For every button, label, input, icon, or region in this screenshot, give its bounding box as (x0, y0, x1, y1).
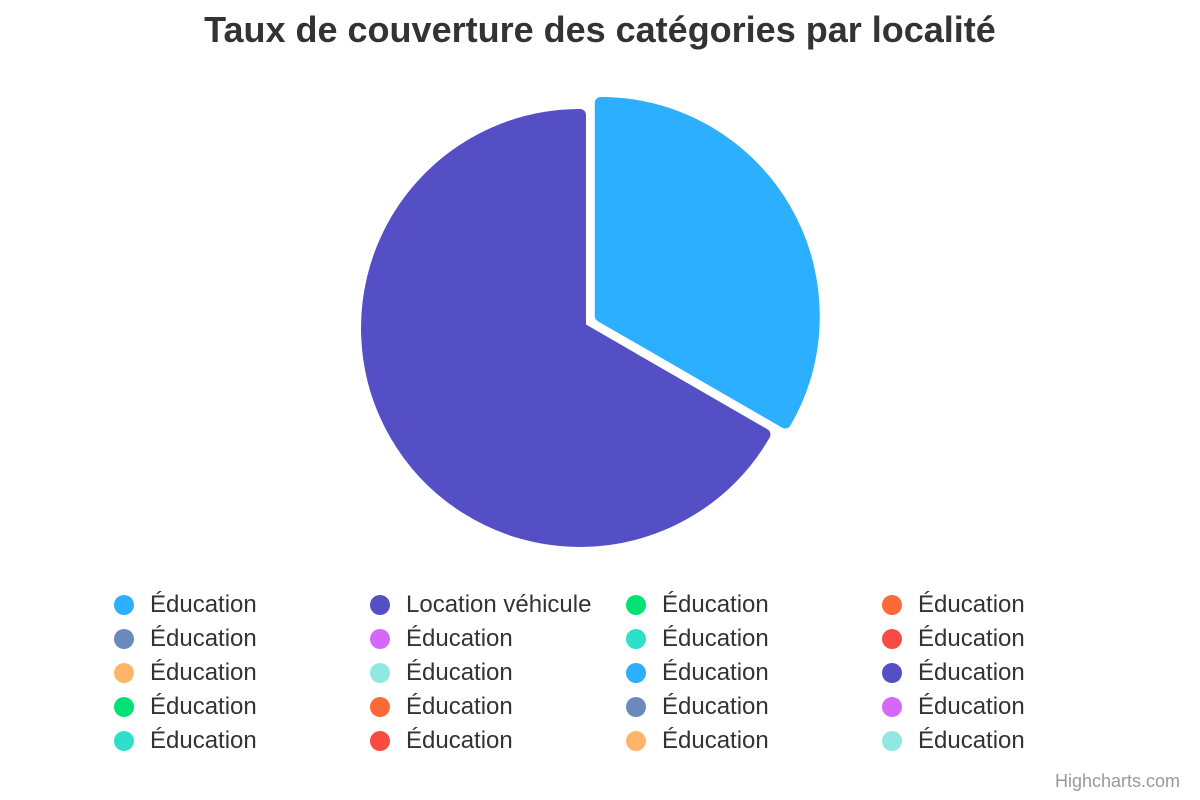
legend-label: Éducation (406, 659, 513, 686)
legend-label: Éducation (918, 659, 1025, 686)
legend-item[interactable]: Éducation (366, 690, 622, 724)
legend-label: Éducation (662, 659, 769, 686)
legend-label: Éducation (662, 625, 769, 652)
legend-symbol-icon (882, 731, 902, 751)
chart-legend: Éducation Éducation Éducation Éducation Éduc… (110, 588, 1134, 758)
legend-symbol-icon (370, 697, 390, 717)
legend-label: Éducation (662, 727, 769, 754)
legend-item[interactable]: Éducation (366, 622, 622, 656)
legend-symbol-icon (114, 595, 134, 615)
legend-item[interactable]: Éducation (366, 724, 622, 758)
legend-label: Éducation (662, 693, 769, 720)
legend-item[interactable]: Éducation (622, 724, 878, 758)
legend-item[interactable]: Éducation (878, 724, 1134, 758)
legend-label: Éducation (918, 591, 1025, 618)
legend-item[interactable]: Éducation (878, 622, 1134, 656)
legend-symbol-icon (626, 595, 646, 615)
legend-item[interactable]: Éducation (622, 588, 878, 622)
legend-symbol-icon (114, 629, 134, 649)
legend-label: Éducation (150, 659, 257, 686)
chart-title: Taux de couverture des catégories par lo… (204, 9, 996, 50)
legend-label: Éducation (150, 693, 257, 720)
legend-symbol-icon (370, 629, 390, 649)
legend-label: Éducation (150, 727, 257, 754)
pie-slice-1[interactable] (361, 109, 771, 547)
legend-label: Éducation (918, 625, 1025, 652)
legend-item[interactable]: Éducation (622, 656, 878, 690)
legend-symbol-icon (882, 663, 902, 683)
legend-item[interactable]: Location véhicule (366, 588, 622, 622)
legend-label: Éducation (918, 727, 1025, 754)
legend-symbol-icon (114, 663, 134, 683)
legend-symbol-icon (626, 629, 646, 649)
legend-label: Location véhicule (406, 591, 592, 618)
legend-symbol-icon (370, 731, 390, 751)
legend-symbol-icon (370, 663, 390, 683)
legend-item[interactable]: Éducation (110, 588, 366, 622)
legend-label: Éducation (918, 693, 1025, 720)
legend-item[interactable]: Éducation (622, 690, 878, 724)
legend-label: Éducation (662, 591, 769, 618)
legend-symbol-icon (882, 595, 902, 615)
highcharts-credits[interactable]: Highcharts.com (1054, 771, 1180, 791)
legend-item[interactable]: Éducation (878, 588, 1134, 622)
legend-item[interactable]: Éducation (622, 622, 878, 656)
legend-item[interactable]: Éducation (110, 690, 366, 724)
legend-symbol-icon (626, 731, 646, 751)
legend-symbol-icon (882, 629, 902, 649)
legend-symbol-icon (370, 595, 390, 615)
legend-item[interactable]: Éducation (110, 656, 366, 690)
legend-symbol-icon (626, 663, 646, 683)
legend-item[interactable]: Éducation (878, 656, 1134, 690)
legend-label: Éducation (150, 591, 257, 618)
legend-symbol-icon (882, 697, 902, 717)
legend-symbol-icon (114, 697, 134, 717)
legend-label: Éducation (406, 727, 513, 754)
pie-slice-0[interactable] (594, 97, 820, 429)
legend-item[interactable]: Éducation (366, 656, 622, 690)
legend-symbol-icon (626, 697, 646, 717)
legend-label: Éducation (150, 625, 257, 652)
legend-item[interactable]: Éducation (878, 690, 1134, 724)
legend-item[interactable]: Éducation (110, 724, 366, 758)
legend-item[interactable]: Éducation (110, 622, 366, 656)
legend-label: Éducation (406, 693, 513, 720)
legend-symbol-icon (114, 731, 134, 751)
legend-label: Éducation (406, 625, 513, 652)
